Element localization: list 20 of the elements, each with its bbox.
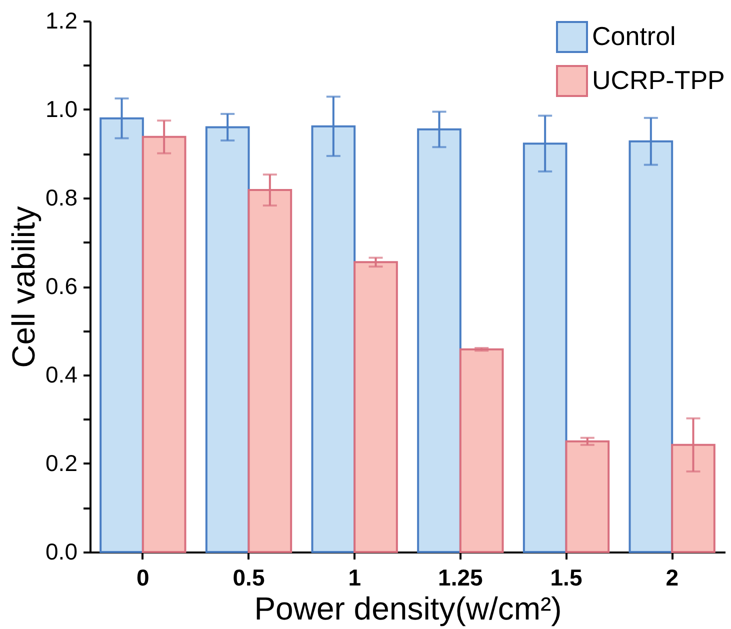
legend-label: UCRP-TPP [592,65,725,95]
x-tick-label: 1 [348,564,362,590]
y-tick-label: 0.0 [46,538,78,564]
x-tick-label: 2 [666,564,678,590]
y-tick-label: 0.6 [46,273,78,299]
x-tick-label: 1.5 [550,564,582,590]
y-tick-label: 0.2 [46,450,78,476]
y-tick-label: 0.8 [46,184,78,210]
x-tick-label: 1.25 [438,564,484,590]
legend-label: Control [592,21,676,51]
y-axis-title: Cell vability [6,206,42,368]
bar [565,440,610,553]
x-tick-label: 0 [136,564,150,590]
x-tick-label: 0.5 [232,564,265,590]
bar [354,261,398,553]
y-tick-label: 0.4 [46,362,78,388]
bar [459,348,504,553]
x-axis-title: Power density(w/cm²) [254,590,562,626]
y-tick-label: 1.0 [46,96,78,122]
y-tick-label: 1.2 [46,8,78,34]
